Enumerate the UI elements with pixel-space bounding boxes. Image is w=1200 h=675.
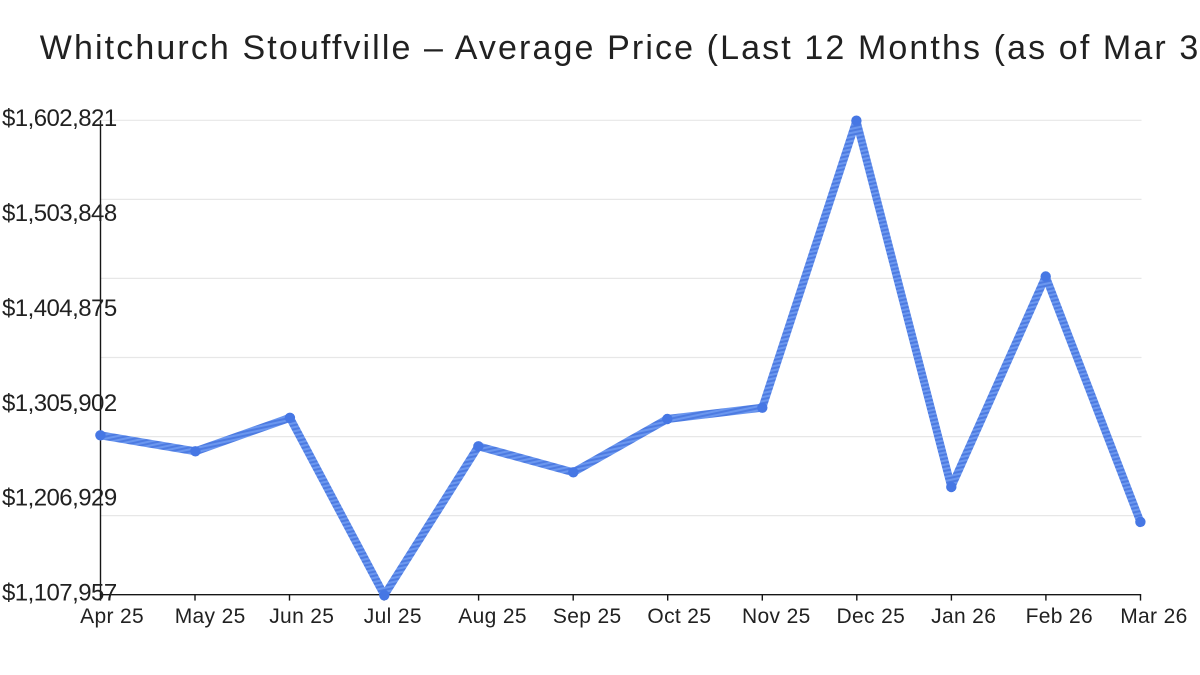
- svg-text:Nov 25: Nov 25: [742, 605, 811, 628]
- svg-text:Sep 25: Sep 25: [553, 605, 622, 628]
- svg-text:Aug 25: Aug 25: [458, 605, 527, 628]
- svg-text:Oct 25: Oct 25: [647, 605, 711, 628]
- svg-text:$1,305,902: $1,305,902: [2, 390, 117, 417]
- svg-text:Mar 26: Mar 26: [1120, 605, 1187, 628]
- svg-text:Dec 25: Dec 25: [837, 605, 906, 628]
- svg-text:$1,602,821: $1,602,821: [2, 105, 117, 132]
- svg-text:Jun 25: Jun 25: [269, 605, 334, 628]
- svg-text:Jul 25: Jul 25: [364, 605, 422, 628]
- svg-text:$1,107,957: $1,107,957: [2, 580, 117, 607]
- svg-text:$1,206,929: $1,206,929: [2, 485, 117, 512]
- svg-text:May 25: May 25: [175, 605, 246, 628]
- svg-text:$1,404,875: $1,404,875: [2, 295, 117, 322]
- svg-text:Whitchurch Stouffville – Avera: Whitchurch Stouffville – Average Price (…: [40, 29, 1200, 67]
- svg-text:Feb 26: Feb 26: [1026, 605, 1093, 628]
- svg-text:Apr 25: Apr 25: [80, 605, 144, 628]
- svg-text:Jan 26: Jan 26: [931, 605, 996, 628]
- svg-text:$1,503,848: $1,503,848: [2, 200, 117, 227]
